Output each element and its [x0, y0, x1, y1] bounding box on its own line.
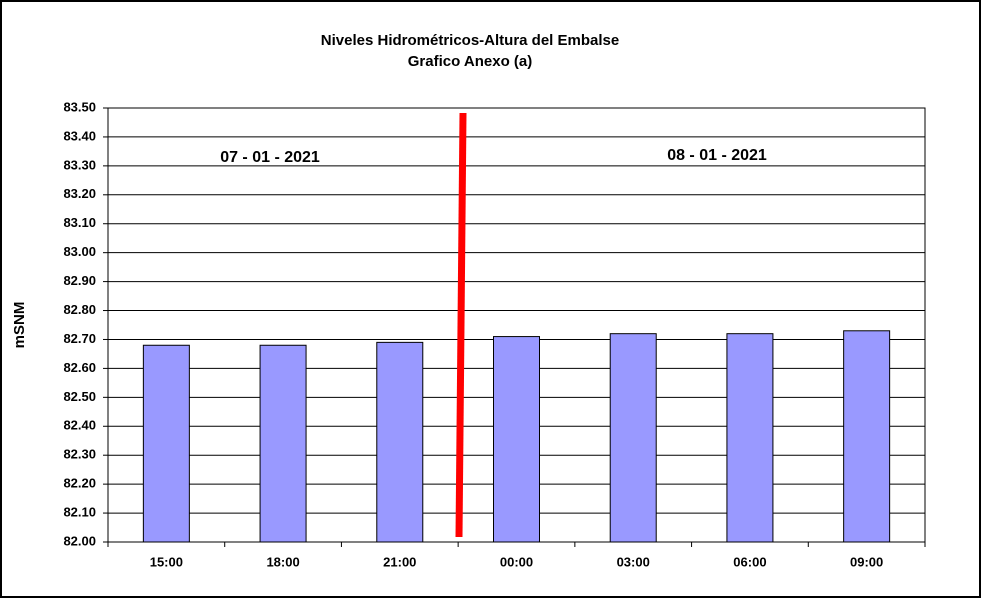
x-tick-label: 09:00	[850, 554, 883, 569]
y-tick-label: 82.40	[63, 418, 96, 433]
x-tick-label: 00:00	[500, 554, 533, 569]
y-tick-label: 82.80	[63, 302, 96, 317]
date-annotation: 08 - 01 - 2021	[667, 147, 767, 164]
y-tick-label: 82.90	[63, 273, 96, 288]
y-tick-label: 83.10	[63, 215, 96, 230]
bar	[142, 344, 190, 543]
bar	[493, 336, 540, 543]
y-tick-label: 83.00	[63, 244, 96, 259]
day-separator	[455, 112, 467, 538]
y-tick-label: 82.30	[63, 447, 96, 462]
y-axis-label: mSNM	[11, 302, 28, 349]
x-tick-label: 21:00	[383, 554, 416, 569]
bar	[726, 333, 774, 543]
y-tick-label: 83.40	[63, 128, 96, 143]
y-tick-label: 82.70	[63, 331, 96, 346]
bar	[259, 344, 307, 543]
date-annotation: 07 - 01 - 2021	[220, 149, 320, 166]
y-tick-label: 82.60	[63, 360, 96, 375]
x-tick-label: 03:00	[617, 554, 650, 569]
y-tick-label: 82.00	[63, 533, 96, 548]
x-tick-label: 15:00	[150, 554, 183, 569]
y-tick-label: 83.30	[63, 157, 96, 172]
x-tick-label: 18:00	[266, 554, 299, 569]
x-tick-label: 06:00	[733, 554, 766, 569]
bar	[609, 333, 657, 543]
chart-subtitle: Grafico Anexo (a)	[408, 53, 532, 70]
chart-title: Niveles Hidrométricos-Altura del Embalse	[321, 32, 619, 49]
bar	[843, 330, 891, 543]
y-tick-label: 83.50	[63, 99, 96, 114]
y-tick-label: 83.20	[63, 186, 96, 201]
y-tick-label: 82.20	[63, 476, 96, 491]
y-tick-label: 82.10	[63, 505, 96, 520]
y-tick-label: 82.50	[63, 389, 96, 404]
bar	[376, 341, 424, 543]
